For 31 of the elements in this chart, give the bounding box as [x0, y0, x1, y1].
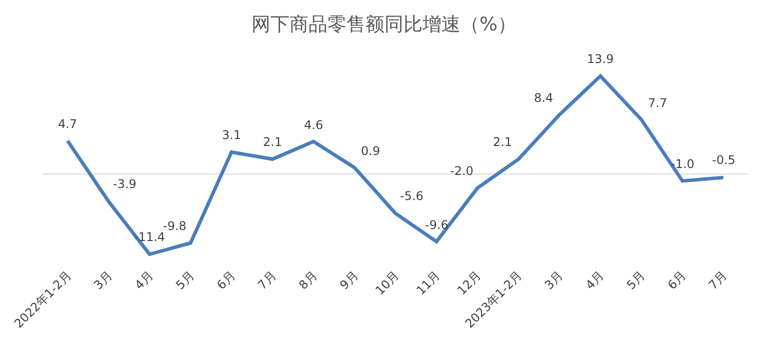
x-tick-label: 7月	[706, 268, 730, 292]
data-label: -2.0	[450, 164, 474, 178]
data-label: 2.1	[493, 135, 512, 149]
data-label: -3.9	[113, 177, 136, 191]
data-label: 0.9	[361, 144, 380, 158]
chart-title: 网下商品零售额同比增速（%）	[251, 14, 517, 36]
x-tick-label: 4月	[583, 268, 607, 292]
x-tick-label: 12月	[454, 268, 484, 298]
data-label: 4.6	[304, 118, 324, 132]
x-tick-label: 9月	[337, 268, 361, 292]
x-tick-label: 8月	[296, 268, 320, 292]
x-tick-label: 6月	[214, 268, 238, 292]
x-tick-label: 5月	[624, 268, 648, 292]
data-label: 13.9	[587, 52, 614, 66]
data-label: -5.6	[400, 189, 424, 203]
x-tick-label: 11月	[414, 268, 443, 298]
data-label: 7.7	[648, 96, 668, 110]
data-label: 2.1	[263, 135, 282, 149]
data-label: -9.8	[163, 219, 186, 233]
x-tick-label: 5月	[173, 268, 197, 292]
x-tick-label: 4月	[132, 268, 156, 292]
x-tick-label: 3月	[91, 268, 115, 292]
x-tick-label: 3月	[542, 268, 566, 292]
data-label: 3.1	[222, 128, 242, 142]
x-tick-label: 7月	[255, 268, 279, 292]
data-label: -0.5	[712, 153, 736, 167]
data-label: -9.6	[425, 218, 448, 232]
data-label: 4.7	[58, 117, 78, 131]
x-tick-label: 6月	[664, 268, 689, 292]
x-tick-label: 10月	[372, 268, 402, 298]
data-label: 8.4	[534, 91, 554, 105]
